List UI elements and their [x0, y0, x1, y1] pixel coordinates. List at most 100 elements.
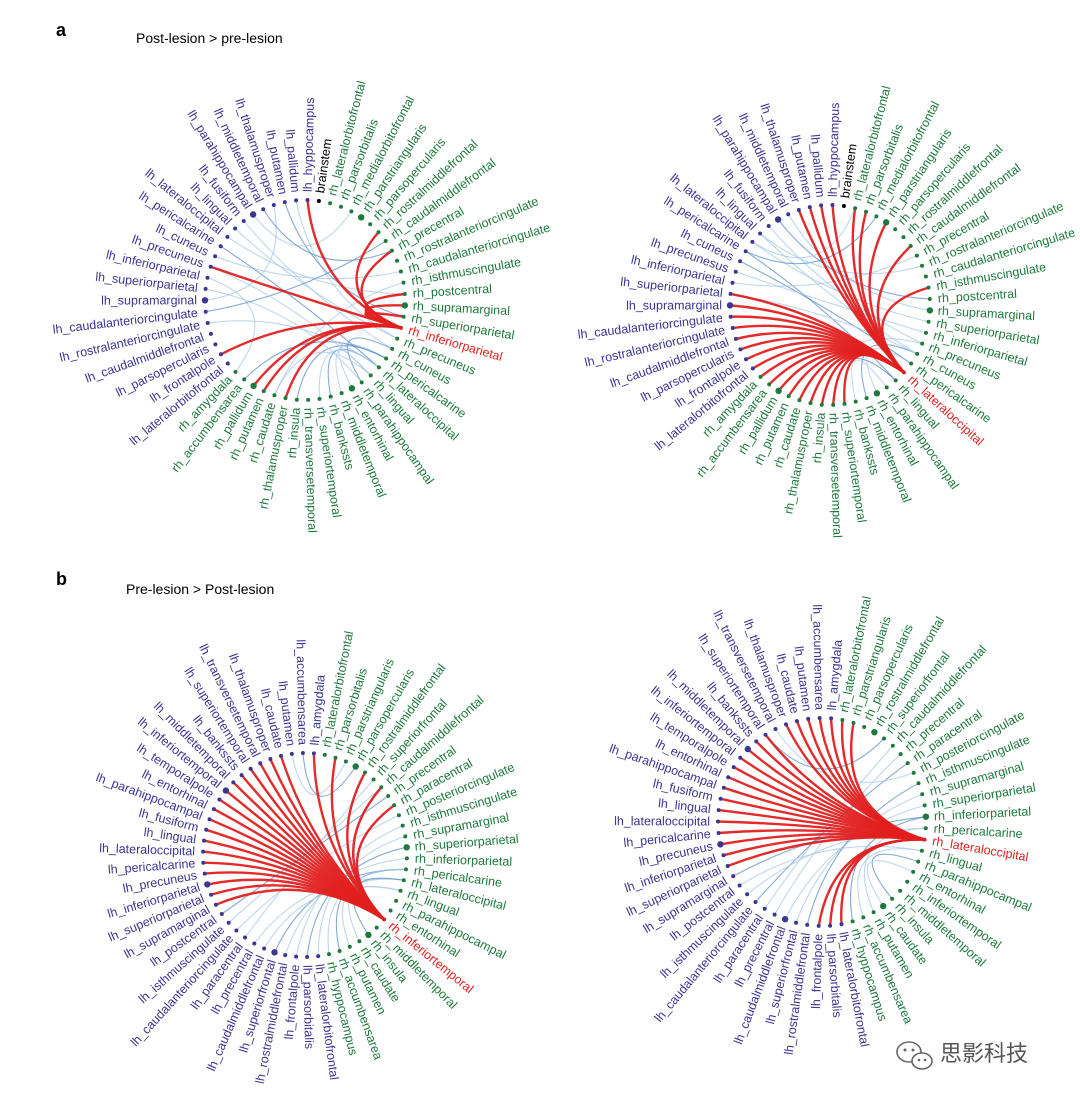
node-dot — [282, 200, 287, 205]
node-dot — [816, 923, 821, 928]
connectome-circle-a2: brainstemrh_lateralorbitofrontalrh_parso… — [577, 84, 1077, 538]
node-dot — [368, 373, 373, 378]
node-dot — [390, 346, 395, 351]
node-dot — [733, 336, 738, 341]
node-dot — [744, 745, 751, 753]
node-dot — [893, 227, 898, 232]
node-dot — [394, 898, 399, 903]
weak-edge — [243, 220, 393, 350]
node-label: rh_postcentral — [412, 282, 492, 301]
node-dot — [248, 766, 253, 771]
node-dot — [225, 361, 230, 366]
edge-layer — [204, 199, 405, 400]
node-dot — [853, 399, 858, 404]
node-dot — [395, 258, 399, 263]
node-label: lh_supramarginal — [626, 298, 722, 312]
strong-edge — [849, 722, 925, 841]
strong-edge — [868, 221, 905, 374]
node-dot — [207, 817, 212, 822]
weak-edge — [204, 204, 277, 301]
weak-edge — [765, 734, 885, 770]
node-dot — [211, 807, 216, 812]
node-dot — [204, 881, 211, 888]
node-dot — [721, 853, 726, 858]
node-label: lh_lateraloccipital — [99, 841, 195, 858]
node-dot — [883, 219, 890, 226]
node-dot — [201, 297, 209, 304]
node-dot — [349, 209, 354, 214]
weak-edge — [346, 337, 393, 383]
node-dot — [850, 919, 855, 924]
node-dot — [359, 380, 364, 385]
node-dot — [909, 361, 914, 366]
node-dot — [218, 244, 223, 249]
node-dot — [225, 234, 230, 239]
node-label: rh_insula — [285, 407, 303, 459]
node-dot — [311, 751, 316, 756]
node-dot — [753, 900, 758, 904]
node-dot — [242, 377, 247, 382]
node-dot — [922, 803, 927, 808]
node-dot — [807, 205, 812, 210]
node-label: lh_parsorbitalis — [300, 965, 316, 1049]
node-dot — [382, 917, 387, 922]
weak-edge — [871, 853, 919, 900]
node-dot — [830, 203, 835, 207]
node-dot — [829, 716, 834, 721]
node-dot — [914, 253, 919, 258]
node-dot — [728, 314, 733, 319]
node-dot — [763, 732, 768, 737]
node-dot — [916, 781, 921, 786]
node-dot — [368, 222, 373, 227]
node-dot — [743, 249, 748, 254]
node-dot — [399, 325, 403, 330]
node-dot — [279, 753, 283, 758]
node-dot — [213, 254, 218, 259]
node-dot — [249, 211, 257, 218]
watermark-text: 思影科技 — [940, 1042, 1028, 1067]
node-dot — [401, 280, 406, 285]
node-dot — [920, 341, 925, 346]
node-dot — [758, 374, 763, 379]
node-dot — [213, 342, 218, 347]
node-dot — [898, 888, 903, 893]
node-dot — [231, 780, 236, 785]
node-dot — [733, 269, 738, 274]
node-dot — [300, 751, 305, 755]
strong-edge — [284, 325, 402, 399]
node-dot — [728, 291, 733, 296]
node-label: lh_supramarginal — [101, 293, 197, 307]
node-dot — [750, 239, 755, 244]
node-dot — [327, 952, 331, 957]
node-dot — [209, 892, 214, 897]
node-dot — [738, 259, 743, 264]
node-dot — [726, 302, 734, 309]
node-dot — [901, 370, 906, 375]
node-dot — [880, 902, 887, 910]
node-dot — [339, 204, 343, 209]
weak-edge — [774, 753, 902, 915]
node-dot — [786, 394, 791, 399]
node-dot — [726, 775, 731, 780]
node-dot — [294, 397, 299, 402]
weak-edge — [735, 271, 927, 334]
node-dot — [738, 755, 743, 760]
node-dot — [222, 787, 230, 794]
node-dot — [781, 916, 789, 923]
node-dot — [911, 770, 916, 775]
weak-edge — [745, 250, 897, 381]
edge-layer — [717, 717, 927, 927]
node-label: lh_lateraloccipital — [614, 814, 710, 828]
node-dot — [401, 314, 406, 319]
node-dot — [806, 716, 811, 721]
node-dot — [840, 718, 845, 722]
node-dot — [725, 864, 730, 868]
node-dot — [316, 954, 321, 959]
node-dot — [905, 761, 910, 766]
strong-edge — [727, 836, 925, 868]
node-label: rh_supramarginal — [412, 299, 510, 318]
node-dot — [730, 280, 735, 285]
node-dot — [383, 239, 388, 243]
node-label: lh_lingual — [657, 796, 711, 816]
node-dot — [774, 216, 782, 223]
